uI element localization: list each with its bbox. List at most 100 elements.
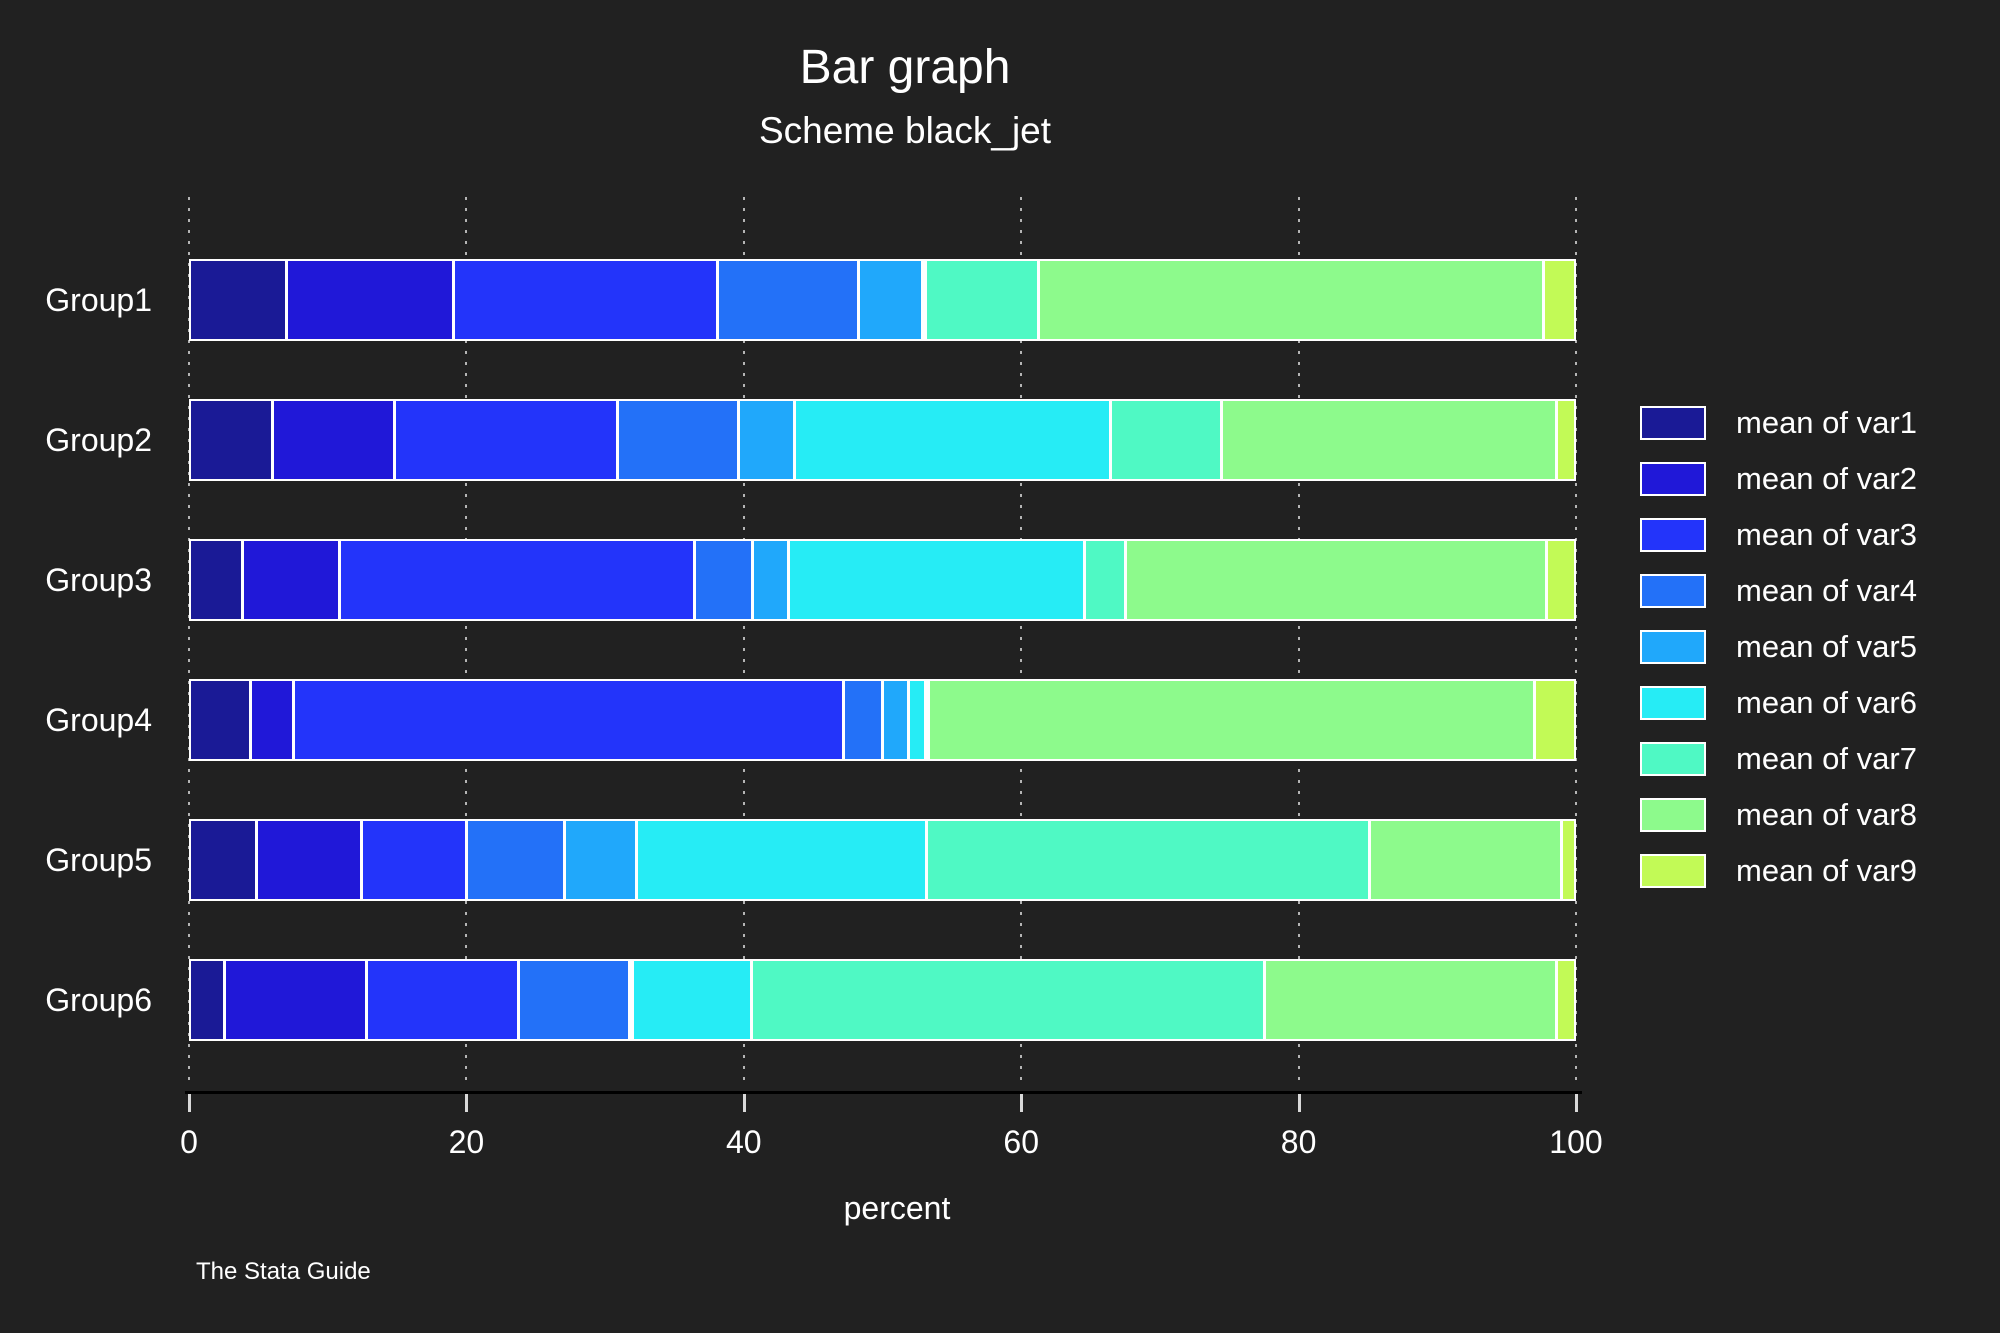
x-axis-title: percent bbox=[843, 1190, 951, 1226]
x-axis-tick-label: 80 bbox=[1280, 1124, 1317, 1160]
bar-segment bbox=[925, 821, 1368, 899]
bar-segment bbox=[857, 261, 922, 339]
bar-segment bbox=[787, 541, 1083, 619]
bar-segment bbox=[191, 681, 250, 759]
legend-item: mean of var2 bbox=[1640, 461, 1917, 496]
legend-swatch bbox=[1640, 798, 1706, 832]
category-axis: Group1 Group2 Group3 Group4 Group5 Group6 bbox=[0, 197, 170, 1083]
bar-segment bbox=[254, 821, 360, 899]
bar-segment bbox=[1532, 681, 1575, 759]
legend: mean of var1 mean of var2 mean of var3 mean… bbox=[1640, 405, 1917, 910]
legend-label: mean of var5 bbox=[1736, 629, 1917, 664]
legend-item: mean of var5 bbox=[1640, 629, 1917, 664]
bar-segment bbox=[1542, 261, 1574, 339]
bar-segment bbox=[749, 961, 1263, 1039]
bar-segment bbox=[716, 261, 858, 339]
chart-subtitle: Scheme black_jet bbox=[758, 110, 1052, 151]
legend-swatch bbox=[1640, 518, 1706, 552]
bar-segment bbox=[881, 681, 908, 759]
legend-item: mean of var3 bbox=[1640, 517, 1917, 552]
x-axis-tick bbox=[1575, 1094, 1578, 1112]
legend-swatch bbox=[1640, 462, 1706, 496]
bar-segment bbox=[191, 261, 286, 339]
legend-label: mean of var9 bbox=[1736, 853, 1917, 888]
x-axis-tick bbox=[188, 1094, 191, 1112]
legend-label: mean of var6 bbox=[1736, 685, 1917, 720]
bar-segment bbox=[1554, 961, 1575, 1039]
gridline bbox=[1297, 197, 1300, 1083]
bar-segment bbox=[191, 961, 223, 1039]
bar-segment bbox=[291, 681, 843, 759]
bar-segment bbox=[924, 261, 1038, 339]
bar-segment bbox=[337, 541, 693, 619]
category-label: Group3 bbox=[45, 561, 152, 598]
legend-label: mean of var2 bbox=[1736, 461, 1917, 496]
legend-label: mean of var8 bbox=[1736, 797, 1917, 832]
legend-swatch bbox=[1640, 406, 1706, 440]
bar-segment bbox=[1262, 961, 1555, 1039]
x-axis-tick bbox=[742, 1094, 746, 1112]
x-axis-line bbox=[185, 1091, 1582, 1094]
legend-swatch bbox=[1640, 630, 1706, 664]
legend-item: mean of var7 bbox=[1640, 741, 1917, 776]
bar-segment bbox=[562, 821, 635, 899]
legend-item: mean of var8 bbox=[1640, 797, 1917, 832]
bar-segment bbox=[926, 681, 1533, 759]
bar-segment bbox=[392, 401, 616, 479]
gridline bbox=[465, 197, 468, 1083]
watermark-caption: The Stata Guide bbox=[196, 1258, 371, 1285]
legend-swatch bbox=[1640, 854, 1706, 888]
bar-row bbox=[189, 819, 1576, 901]
category-label: Group6 bbox=[45, 981, 152, 1018]
bar-segment bbox=[240, 541, 338, 619]
category-label: Group4 bbox=[45, 701, 152, 738]
bar-segment bbox=[693, 541, 752, 619]
gridline bbox=[1020, 197, 1023, 1083]
x-axis-tick-label: 0 bbox=[180, 1124, 198, 1160]
bar-segment bbox=[517, 961, 628, 1039]
legend-item: mean of var1 bbox=[1640, 405, 1917, 440]
bar-segment bbox=[271, 401, 393, 479]
category-label: Group5 bbox=[45, 841, 152, 878]
bar-segment bbox=[222, 961, 366, 1039]
bar-segment bbox=[627, 961, 631, 1039]
bar-segment bbox=[1554, 401, 1574, 479]
gridline bbox=[188, 197, 190, 1083]
x-axis-tick bbox=[1020, 1094, 1024, 1112]
x-axis-tick-label: 20 bbox=[448, 1124, 485, 1160]
bar-segment bbox=[842, 681, 882, 759]
legend-label: mean of var1 bbox=[1736, 405, 1917, 440]
legend-swatch bbox=[1640, 686, 1706, 720]
legend-swatch bbox=[1640, 574, 1706, 608]
bar-segment bbox=[1037, 261, 1543, 339]
bar-segment bbox=[365, 961, 518, 1039]
legend-label: mean of var3 bbox=[1736, 517, 1917, 552]
bar-segment bbox=[921, 261, 925, 339]
bar-segment bbox=[923, 681, 927, 759]
bar-row bbox=[189, 679, 1576, 761]
bar-segment bbox=[792, 401, 1110, 479]
chart-title: Bar graph bbox=[799, 41, 1011, 94]
bar-segment bbox=[907, 681, 924, 759]
bar-segment bbox=[1109, 401, 1220, 479]
bar-segment bbox=[1124, 541, 1545, 619]
bar-segment bbox=[191, 821, 255, 899]
legend-item: mean of var6 bbox=[1640, 685, 1917, 720]
legend-item: mean of var9 bbox=[1640, 853, 1917, 888]
bar-segment bbox=[452, 261, 717, 339]
bar-row bbox=[189, 399, 1576, 481]
bar-row bbox=[189, 959, 1576, 1041]
x-axis-tick bbox=[1297, 1094, 1301, 1112]
legend-item: mean of var4 bbox=[1640, 573, 1917, 608]
bar-segment bbox=[1082, 541, 1125, 619]
bar-segment bbox=[359, 821, 465, 899]
x-axis-tick-label: 100 bbox=[1549, 1124, 1603, 1160]
gridline bbox=[1575, 197, 1577, 1083]
bar-segment bbox=[615, 401, 738, 479]
bar-segment bbox=[630, 961, 750, 1039]
gridline bbox=[742, 197, 745, 1083]
bar-segment bbox=[751, 541, 788, 619]
bar-segment bbox=[464, 821, 563, 899]
bar-segment bbox=[191, 541, 241, 619]
